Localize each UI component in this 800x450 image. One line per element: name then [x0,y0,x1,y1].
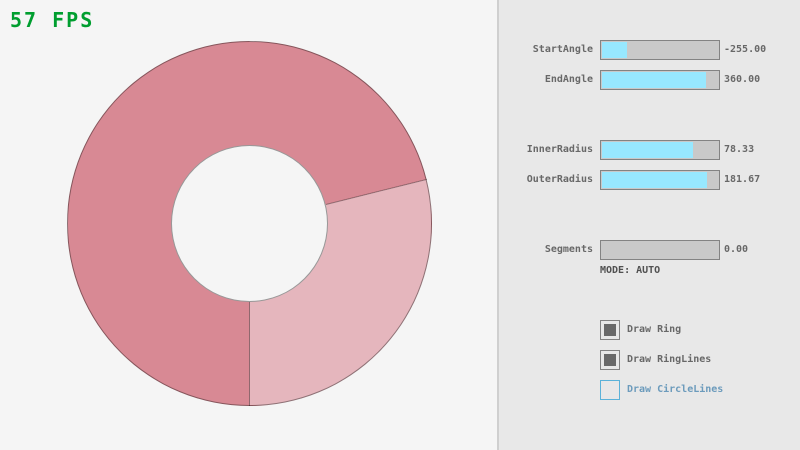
start-angle-slider[interactable] [600,40,720,60]
draw-circlelines-checkbox-label[interactable]: Draw CircleLines [627,384,724,395]
inner-radius-slider[interactable] [600,140,720,160]
draw-circlelines-checkbox[interactable] [600,380,620,400]
ring-inner-hole [171,145,328,302]
outer-radius-value: 181.67 [724,174,761,185]
draw-ringlines-checkbox-label[interactable]: Draw RingLines [627,354,712,365]
start-angle-label: StartAngle [532,44,593,55]
draw-ring-checkbox-label[interactable]: Draw Ring [627,324,682,335]
end-angle-value: 360.00 [724,74,761,85]
start-angle-slider-fill [602,42,627,58]
draw-ring-checkbox[interactable] [600,320,620,340]
segments-value: 0.00 [724,244,749,255]
end-angle-slider[interactable] [600,70,720,90]
segments-label: Segments [544,244,593,255]
outer-radius-slider-fill [602,172,707,188]
end-angle-slider-fill [602,72,706,88]
inner-radius-value: 78.33 [724,144,755,155]
draw-ringlines-checkbox[interactable] [600,350,620,370]
segments-slider[interactable] [600,240,720,260]
start-angle-value: -255.00 [724,44,767,55]
inner-radius-label: InnerRadius [526,144,593,155]
checkmark-icon [604,354,616,366]
inner-radius-slider-fill [602,142,693,158]
segments-mode-text: MODE: AUTO [600,265,661,276]
checkmark-icon [604,324,616,336]
panel-divider [497,0,499,450]
end-angle-label: EndAngle [544,74,593,85]
fps-counter: 57 FPS [10,8,95,32]
outer-radius-label: OuterRadius [526,174,593,185]
ring-edge-line-start [249,302,250,406]
outer-radius-slider[interactable] [600,170,720,190]
